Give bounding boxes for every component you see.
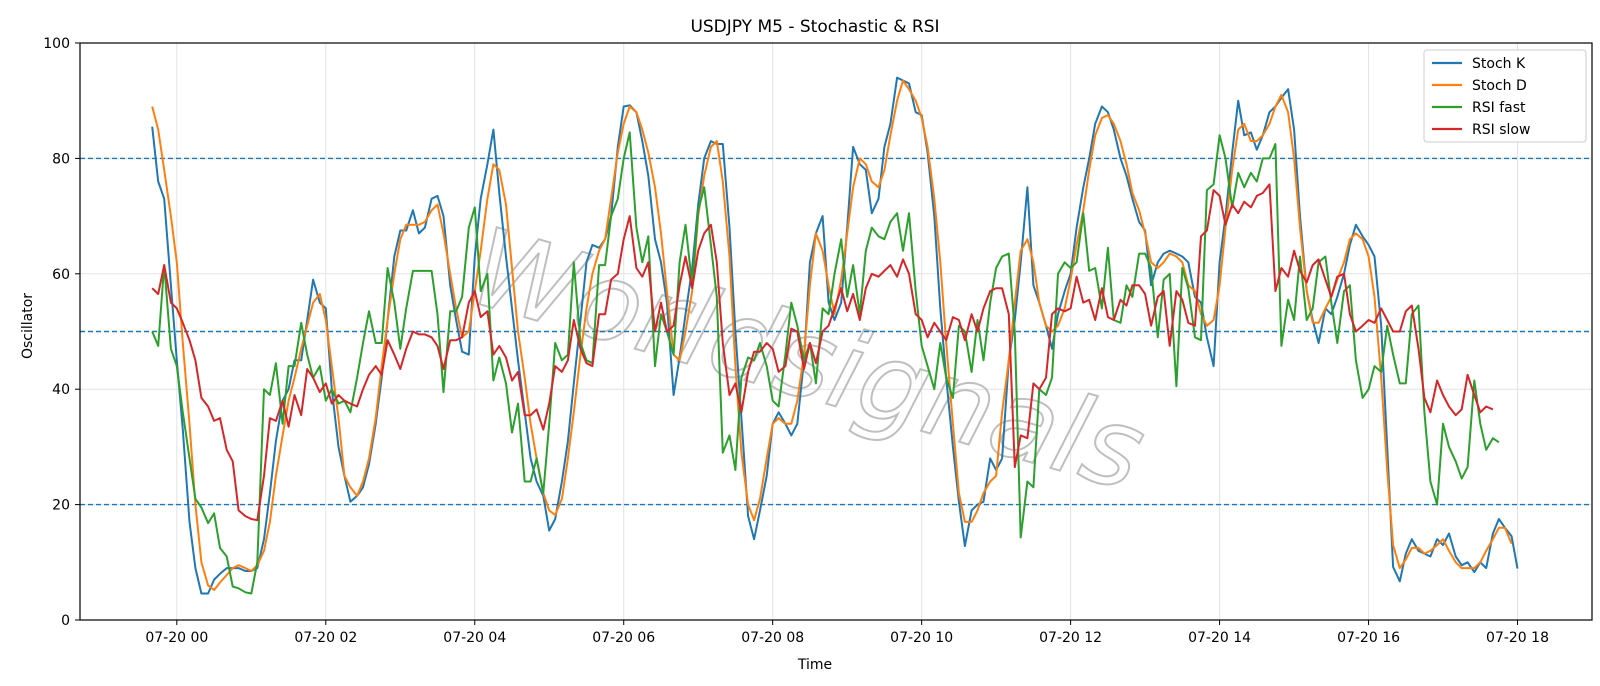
y-tick-label: 100 [43,36,70,52]
x-tick-label: 07-20 18 [1486,630,1549,646]
legend-label-stoch-k: Stoch K [1472,56,1526,72]
series-line-rsi-slow [151,183,1494,522]
axis-ticks: 0 20 40 60 80 100 07-20 00 07-20 02 07-20 04 07-2… [43,36,1549,646]
y-tick-label: 80 [52,151,70,167]
plot-frame [79,42,1593,621]
x-tick-label: 07-20 10 [890,630,953,646]
x-tick-label: 07-20 08 [741,630,804,646]
x-axis-label: Time [797,657,832,673]
x-tick-label: 07-20 14 [1188,630,1251,646]
x-tick-label: 07-20 04 [443,630,506,646]
y-tick-label: 0 [61,613,70,629]
series-line-rsi-fast [151,131,1500,595]
x-tick-label: 07-20 06 [592,630,655,646]
x-tick-label: 07-20 02 [294,630,357,646]
y-axis-label: Oscillator [20,293,36,359]
y-tick-label: 40 [52,382,70,398]
legend-box [1423,49,1587,143]
legend-label-stoch-d: Stoch D [1472,78,1527,94]
x-tick-label: 07-20 16 [1337,630,1400,646]
reference-lines [80,157,1592,506]
y-tick-label: 20 [52,498,70,514]
x-tick-label: 07-20 00 [145,630,208,646]
series-line-stoch-k [151,76,1519,595]
chart-title: USDJPY M5 - Stochastic & RSI [690,17,939,37]
x-tick-label: 07-20 12 [1039,630,1102,646]
legend-label-rsi-fast: RSI fast [1472,100,1526,116]
legend-label-rsi-slow: RSI slow [1472,122,1530,138]
y-tick-label: 60 [52,267,70,283]
legend: Stoch K Stoch D RSI fast RSI slow [1423,49,1587,143]
series-lines [151,76,1519,595]
